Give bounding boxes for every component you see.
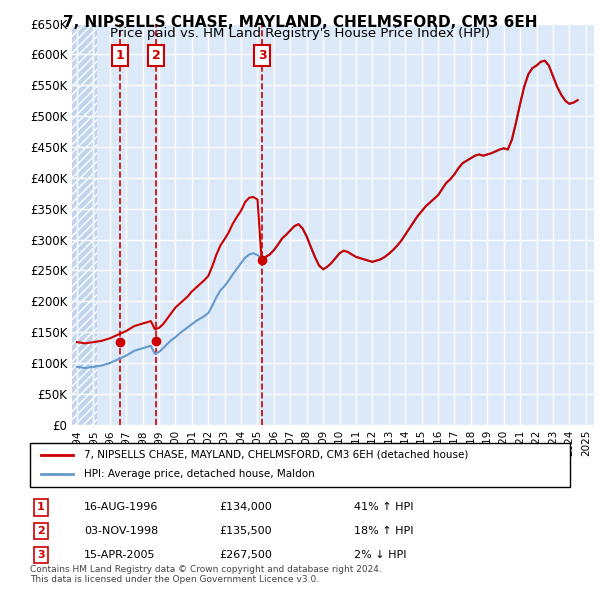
Text: 7, NIPSELLS CHASE, MAYLAND, CHELMSFORD, CM3 6EH (detached house): 7, NIPSELLS CHASE, MAYLAND, CHELMSFORD, … xyxy=(84,450,469,460)
Text: 3: 3 xyxy=(258,49,266,62)
Bar xyxy=(72,24,97,425)
Text: 1: 1 xyxy=(116,49,124,62)
Text: £134,000: £134,000 xyxy=(219,502,272,512)
Text: £267,500: £267,500 xyxy=(219,550,272,560)
FancyBboxPatch shape xyxy=(30,442,570,487)
Text: 3: 3 xyxy=(37,550,44,560)
Text: Price paid vs. HM Land Registry's House Price Index (HPI): Price paid vs. HM Land Registry's House … xyxy=(110,27,490,40)
Text: 2: 2 xyxy=(37,526,44,536)
Text: 16-AUG-1996: 16-AUG-1996 xyxy=(84,502,158,512)
Text: 7, NIPSELLS CHASE, MAYLAND, CHELMSFORD, CM3 6EH: 7, NIPSELLS CHASE, MAYLAND, CHELMSFORD, … xyxy=(63,15,537,30)
Text: 18% ↑ HPI: 18% ↑ HPI xyxy=(354,526,413,536)
Text: 2: 2 xyxy=(152,49,161,62)
Text: HPI: Average price, detached house, Maldon: HPI: Average price, detached house, Mald… xyxy=(84,470,315,479)
Text: 03-NOV-1998: 03-NOV-1998 xyxy=(84,526,158,536)
Text: 41% ↑ HPI: 41% ↑ HPI xyxy=(354,502,413,512)
Text: 2% ↓ HPI: 2% ↓ HPI xyxy=(354,550,407,560)
Text: 1: 1 xyxy=(37,502,44,512)
Text: Contains HM Land Registry data © Crown copyright and database right 2024.
This d: Contains HM Land Registry data © Crown c… xyxy=(30,565,382,584)
Text: £135,500: £135,500 xyxy=(219,526,272,536)
Text: 15-APR-2005: 15-APR-2005 xyxy=(84,550,155,560)
